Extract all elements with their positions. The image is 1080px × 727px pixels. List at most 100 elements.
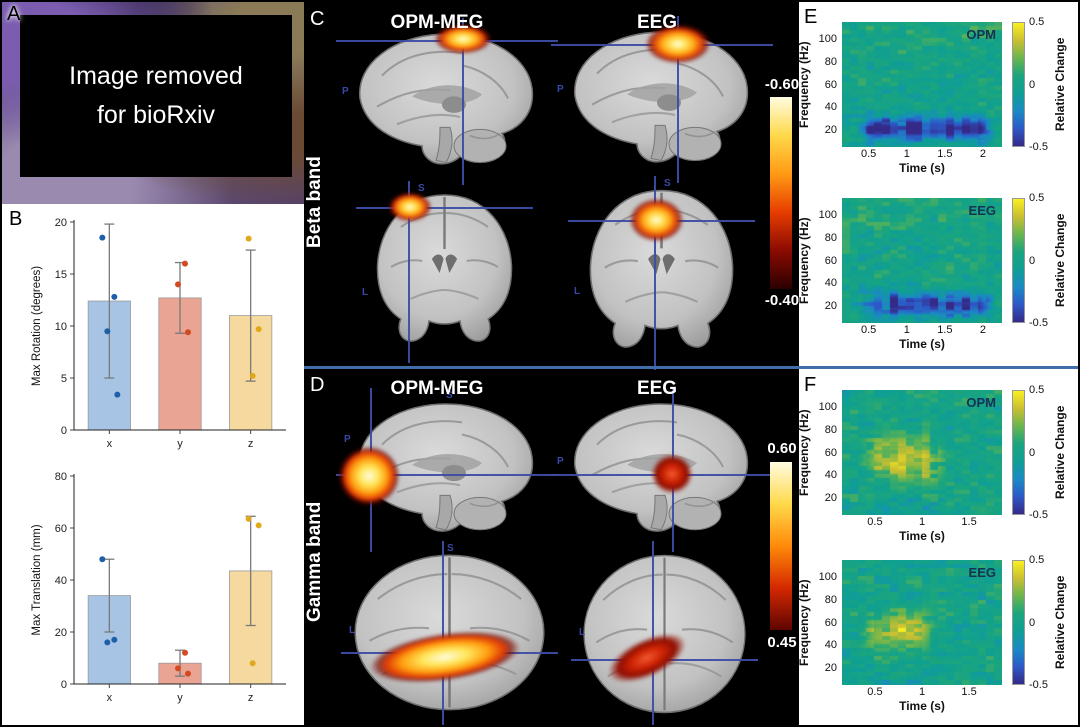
colorbar-beta xyxy=(770,97,792,289)
y-tick: 60 xyxy=(824,254,837,267)
crosshair-vertical xyxy=(654,176,656,370)
orientation-marker-posterior: P xyxy=(344,434,351,445)
x-tick: 1 xyxy=(918,516,926,528)
svg-text:Max Rotation (degrees): Max Rotation (degrees) xyxy=(31,266,43,386)
spectrogram-canvas xyxy=(842,390,1002,515)
frequency-axis-label: Frequency (Hz) xyxy=(797,579,811,666)
colorbar-tick: 0 xyxy=(1029,254,1036,267)
y-tick: 100 xyxy=(818,33,837,46)
svg-text:20: 20 xyxy=(55,217,67,229)
spectrogram-canvas xyxy=(842,198,1002,323)
row-label-beta-band: Beta band xyxy=(304,156,325,248)
colorbar-tick: -0.5 xyxy=(1029,509,1048,521)
y-tick: 40 xyxy=(824,469,837,482)
column-title-eeg-gamma: EEG xyxy=(636,378,678,399)
colorbar-tick: -0.5 xyxy=(1029,679,1048,691)
svg-text:x: x xyxy=(107,692,113,704)
colorbar-ticks: 0.5 0 -0.5 xyxy=(1029,554,1055,691)
x-tick: 1 xyxy=(903,324,910,336)
y-tick: 60 xyxy=(824,616,837,629)
spectrogram-opm-gamma: Frequency (Hz) 20 40 60 80 100 OPM 0.5 1 1.5 T… xyxy=(797,384,1078,556)
svg-text:40: 40 xyxy=(55,575,67,587)
notice-line-2: for bioRxiv xyxy=(96,101,216,129)
y-tick: 20 xyxy=(824,123,837,136)
orientation-marker-superior: S xyxy=(664,178,671,189)
colorbar-tick: 0.5 xyxy=(1029,192,1045,204)
max-rotation-bar-chart: 0 5 10 15 20 x y z Max Rotation (degrees) xyxy=(31,217,286,450)
brain-sagittal-opm-beta: P xyxy=(336,18,558,185)
colorbar-tick: 0.5 xyxy=(1029,554,1045,566)
y-tick: 40 xyxy=(824,277,837,290)
time-axis-ticks: 0.5 1 1.5 xyxy=(842,686,1002,700)
y-tick: 60 xyxy=(824,446,837,459)
svg-text:y: y xyxy=(177,692,183,704)
x-tick: 2 xyxy=(979,324,986,336)
y-tick: 100 xyxy=(818,571,837,584)
crosshair-vertical xyxy=(408,181,410,363)
colorbar-label: Relative Change xyxy=(1053,575,1067,670)
panel-label-d: D xyxy=(310,374,325,396)
crosshair-vertical xyxy=(677,16,679,183)
activation-hotspot xyxy=(338,446,400,506)
svg-text:0: 0 xyxy=(61,425,67,437)
max-translation-bar-chart: 0 20 40 60 80 x y z Max Translation (mm) xyxy=(31,471,286,704)
colorbar-tick: -0.5 xyxy=(1029,141,1048,153)
crosshair-horizontal xyxy=(356,207,533,209)
spectrogram-eeg-beta: Frequency (Hz) 20 40 60 80 100 EEG 0.5 1 1.5 2 … xyxy=(797,192,1078,364)
row-label-gamma-band: Gamma band xyxy=(304,501,325,623)
colorbar-tick: 0 xyxy=(1029,616,1036,629)
panel-label-b: B xyxy=(9,208,23,230)
y-tick: 80 xyxy=(824,55,837,68)
y-tick: 80 xyxy=(824,593,837,606)
brain-axial-opm-gamma: L S xyxy=(341,541,558,725)
y-tick: 20 xyxy=(824,661,837,674)
panel-divider-line xyxy=(304,366,1078,369)
activation-hotspot xyxy=(645,24,711,64)
relative-change-colorbar xyxy=(1012,390,1025,515)
brain-slice-graphic xyxy=(362,187,527,357)
orientation-marker-posterior: P xyxy=(557,84,564,95)
column-title-opm-meg-beta: OPM-MEG xyxy=(390,12,484,33)
frequency-axis-ticks: 20 40 60 80 100 xyxy=(813,22,840,147)
x-tick: 0.5 xyxy=(861,148,877,160)
x-tick: 0.5 xyxy=(867,516,883,528)
colorbar-tick: 0.5 xyxy=(1029,16,1045,28)
orientation-marker-left: L xyxy=(349,625,356,636)
relative-change-colorbar xyxy=(1012,22,1025,147)
svg-text:10: 10 xyxy=(55,321,67,333)
svg-text:5: 5 xyxy=(61,373,67,385)
y-tick: 100 xyxy=(818,209,837,222)
colorbar-tick: 0.5 xyxy=(1029,384,1045,396)
x-tick: 1 xyxy=(918,686,926,698)
colorbar-label: Relative Change xyxy=(1053,405,1067,500)
spectrogram-title: EEG xyxy=(968,565,996,580)
x-tick: 1.5 xyxy=(961,686,977,698)
colorbar-gamma-bottom-label: 0.45 xyxy=(767,634,797,651)
relative-change-colorbar xyxy=(1012,560,1025,685)
spectrogram-eeg-gamma: Frequency (Hz) 20 40 60 80 100 EEG 0.5 1 1.5 T… xyxy=(797,554,1078,725)
y-tick: 20 xyxy=(824,299,837,312)
brain-coronal-opm-beta: S L xyxy=(356,181,533,363)
panel-label-c: C xyxy=(310,8,325,30)
orientation-marker-posterior: P xyxy=(342,86,349,97)
y-tick: 80 xyxy=(824,423,837,436)
orientation-marker-left: L xyxy=(574,286,581,297)
brain-sagittal-opm-gamma: P S xyxy=(336,388,558,552)
frequency-axis-ticks: 20 40 60 80 100 xyxy=(813,560,840,685)
svg-text:z: z xyxy=(248,692,254,704)
spectrogram-title: OPM xyxy=(966,395,996,410)
x-tick: 1.5 xyxy=(937,148,953,160)
relative-change-colorbar xyxy=(1012,198,1025,323)
panel-label-e: E xyxy=(804,6,818,28)
y-tick: 40 xyxy=(824,101,837,114)
colorbar-gamma xyxy=(770,462,792,630)
svg-text:Max Translation (mm): Max Translation (mm) xyxy=(31,524,43,635)
spectrogram-title: EEG xyxy=(968,203,996,218)
y-tick: 80 xyxy=(824,231,837,244)
svg-text:20: 20 xyxy=(55,627,67,639)
y-tick: 20 xyxy=(824,491,837,504)
colorbar-tick: 0 xyxy=(1029,78,1036,91)
colorbar-gamma-top-label: 0.60 xyxy=(767,440,797,457)
spectrogram-canvas xyxy=(842,22,1002,147)
